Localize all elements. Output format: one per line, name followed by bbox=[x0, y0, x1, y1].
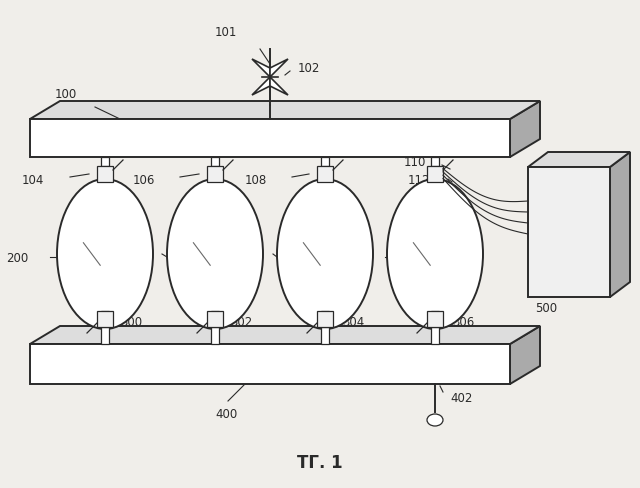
Polygon shape bbox=[30, 326, 540, 345]
Text: 112: 112 bbox=[408, 173, 430, 186]
Polygon shape bbox=[510, 102, 540, 158]
Ellipse shape bbox=[277, 180, 373, 329]
Polygon shape bbox=[270, 60, 288, 78]
Bar bbox=[101, 158, 109, 167]
Ellipse shape bbox=[57, 180, 153, 329]
Text: 204: 204 bbox=[230, 246, 252, 259]
Bar bbox=[211, 158, 219, 167]
Text: 400: 400 bbox=[215, 407, 237, 421]
Bar bbox=[431, 311, 439, 329]
Text: 200: 200 bbox=[6, 251, 28, 264]
Bar bbox=[97, 167, 113, 183]
Bar bbox=[431, 327, 439, 345]
Bar bbox=[431, 180, 439, 183]
Polygon shape bbox=[252, 60, 270, 78]
Text: 100: 100 bbox=[55, 88, 77, 102]
Text: 302: 302 bbox=[230, 315, 252, 328]
Text: 206: 206 bbox=[342, 251, 365, 264]
Text: 500: 500 bbox=[535, 301, 557, 314]
Text: 304: 304 bbox=[342, 315, 364, 328]
Ellipse shape bbox=[167, 180, 263, 329]
Polygon shape bbox=[30, 102, 540, 120]
Text: 110: 110 bbox=[404, 156, 426, 169]
Bar bbox=[321, 158, 329, 167]
Polygon shape bbox=[528, 153, 630, 168]
Polygon shape bbox=[270, 78, 288, 96]
Text: 300: 300 bbox=[120, 315, 142, 328]
Bar bbox=[321, 311, 329, 329]
Bar bbox=[528, 168, 610, 297]
Bar bbox=[317, 311, 333, 327]
Polygon shape bbox=[252, 78, 270, 96]
Text: 402: 402 bbox=[450, 391, 472, 404]
Bar bbox=[30, 120, 510, 158]
Bar bbox=[207, 311, 223, 327]
Bar bbox=[207, 167, 223, 183]
Bar bbox=[211, 327, 219, 345]
Bar bbox=[431, 158, 439, 167]
Polygon shape bbox=[610, 153, 630, 297]
Text: 202: 202 bbox=[118, 246, 140, 259]
Ellipse shape bbox=[387, 180, 483, 329]
Bar bbox=[321, 327, 329, 345]
Bar bbox=[427, 167, 443, 183]
Bar bbox=[97, 311, 113, 327]
Text: ΤГ. 1: ΤГ. 1 bbox=[297, 453, 343, 471]
Text: 108: 108 bbox=[244, 173, 267, 186]
Text: 306: 306 bbox=[452, 315, 474, 328]
Bar bbox=[321, 180, 329, 183]
Text: 101: 101 bbox=[214, 25, 237, 39]
Bar bbox=[317, 167, 333, 183]
Polygon shape bbox=[510, 326, 540, 384]
Ellipse shape bbox=[427, 414, 443, 426]
Bar bbox=[101, 180, 109, 183]
Bar bbox=[211, 180, 219, 183]
Text: 106: 106 bbox=[132, 173, 155, 186]
Text: 104: 104 bbox=[22, 173, 44, 186]
Bar bbox=[30, 345, 510, 384]
Bar bbox=[101, 327, 109, 345]
Bar bbox=[101, 311, 109, 329]
Text: 102: 102 bbox=[298, 61, 321, 74]
Bar bbox=[427, 311, 443, 327]
Bar bbox=[211, 311, 219, 329]
